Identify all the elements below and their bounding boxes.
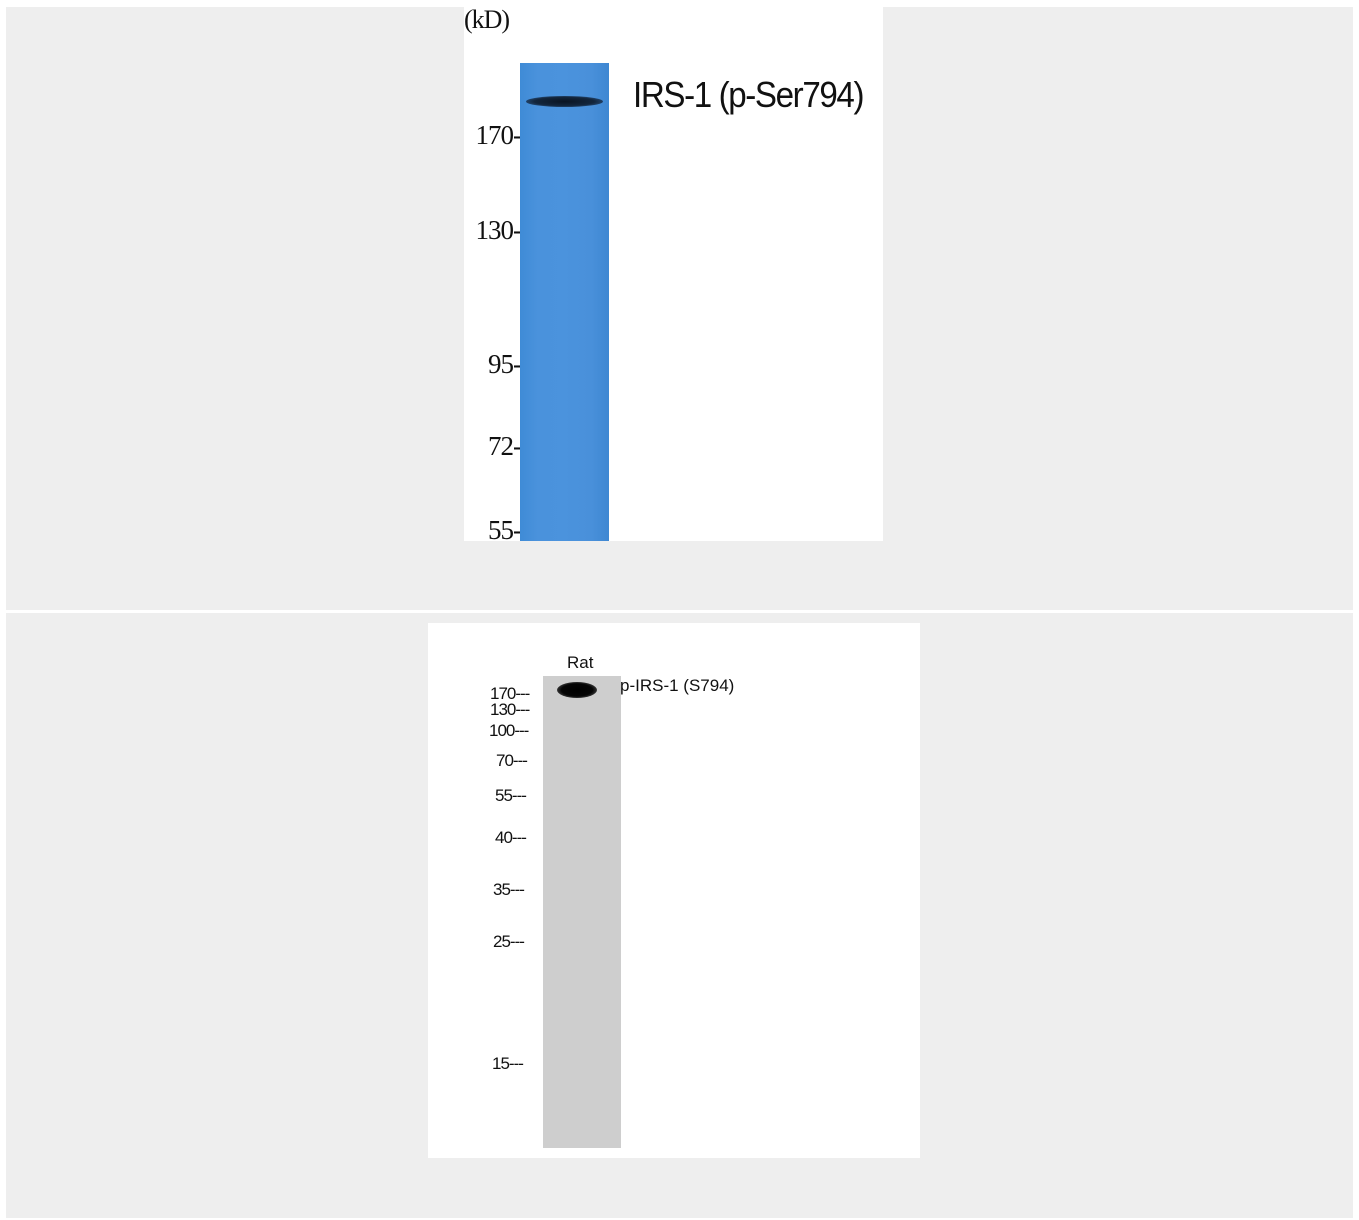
bottom-blot-panel: Rat 170--- 130--- 100--- 70--- 55--- 40-… [6,613,1353,1218]
bottom-blot-lane [543,676,621,1148]
top-unit-label: (kD) [464,7,510,34]
bottom-marker-35: 35--- [493,880,525,899]
top-marker-130: 130- [475,215,522,245]
top-marker-55: 55- [488,515,522,542]
bottom-sample-label: Rat [567,653,594,672]
top-protein-band [526,96,603,107]
top-marker-170: 170- [475,120,522,150]
bottom-marker-70: 70--- [496,751,528,770]
bottom-marker-130: 130--- [490,700,530,719]
top-blot-panel: (kD) 170- 130- 95- 72- 55- IRS-1 (p-Ser7… [6,7,1353,610]
top-blot-image: (kD) 170- 130- 95- 72- 55- IRS-1 (p-Ser7… [464,7,883,541]
bottom-blot-image: Rat 170--- 130--- 100--- 70--- 55--- 40-… [428,623,920,1158]
bottom-marker-25: 25--- [493,932,525,951]
bottom-marker-100: 100--- [489,721,529,740]
top-blot-lane [520,63,609,541]
bottom-marker-55: 55--- [495,786,527,805]
bottom-target-label: p-IRS-1 (S794) [620,676,735,695]
bottom-marker-170: 170--- [490,684,530,703]
top-marker-72: 72- [488,431,522,461]
bottom-marker-40: 40--- [495,828,527,847]
bottom-marker-15: 15--- [492,1054,524,1073]
top-marker-95: 95- [488,349,522,379]
top-target-label: IRS-1 (p-Ser794) [633,74,864,115]
bottom-protein-band [557,682,597,698]
